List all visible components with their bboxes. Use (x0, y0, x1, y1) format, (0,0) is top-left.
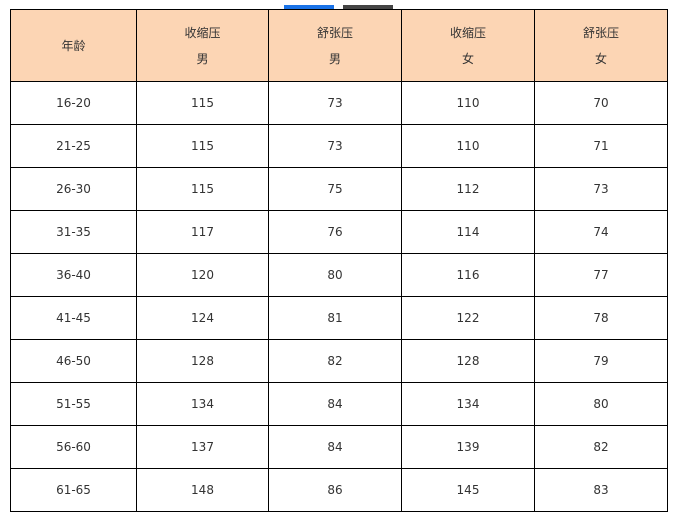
column-header: 舒张压男 (268, 9, 402, 82)
header-label: 舒张压 (582, 25, 619, 40)
table-cell: 77 (534, 253, 668, 297)
table-row: 21-25 115 73 110 71 (10, 124, 668, 168)
table-cell: 51-55 (10, 382, 137, 426)
table-cell: 56-60 (10, 425, 137, 469)
table-row: 46-50 128 82 128 79 (10, 339, 668, 383)
table-cell: 76 (268, 210, 402, 254)
table-cell: 36-40 (10, 253, 137, 297)
header-gender: 男 (328, 51, 341, 66)
table-row: 16-20 115 73 110 70 (10, 81, 668, 125)
table-cell: 112 (401, 167, 535, 211)
table-cell: 83 (534, 468, 668, 512)
table-row: 41-45 124 81 122 78 (10, 296, 668, 340)
table-cell: 73 (534, 167, 668, 211)
table-cell: 80 (534, 382, 668, 426)
table-cell: 84 (268, 382, 402, 426)
table-cell: 134 (401, 382, 535, 426)
table-row: 36-40 120 80 116 77 (10, 253, 668, 297)
column-header: 舒张压女 (534, 9, 668, 82)
table-cell: 117 (136, 210, 269, 254)
column-header: 收缩压男 (136, 9, 269, 82)
table-cell: 115 (136, 81, 269, 125)
table-cell: 86 (268, 468, 402, 512)
table-cell: 73 (268, 124, 402, 168)
header-gender: 女 (461, 51, 474, 66)
carousel-indicator-active[interactable] (284, 5, 334, 9)
table-header-row: 年龄 收缩压男舒张压男收缩压女舒张压女 (10, 9, 668, 82)
blood-pressure-table: 年龄 收缩压男舒张压男收缩压女舒张压女 16-20 115 73 110 70 21-25 1… (10, 9, 668, 512)
table-cell: 82 (268, 339, 402, 383)
header-label: 年龄 (61, 38, 86, 53)
table-cell: 74 (534, 210, 668, 254)
table-cell: 82 (534, 425, 668, 469)
table-cell: 26-30 (10, 167, 137, 211)
header-label: 舒张压 (316, 25, 353, 40)
header-gender: 女 (594, 51, 607, 66)
table-cell: 110 (401, 124, 535, 168)
table-cell: 116 (401, 253, 535, 297)
table-cell: 122 (401, 296, 535, 340)
table-cell: 145 (401, 468, 535, 512)
table-cell: 78 (534, 296, 668, 340)
table-cell: 80 (268, 253, 402, 297)
table-cell: 73 (268, 81, 402, 125)
header-gender: 男 (196, 51, 209, 66)
table-cell: 128 (401, 339, 535, 383)
table-row: 61-65 148 86 145 83 (10, 468, 668, 512)
table-cell: 46-50 (10, 339, 137, 383)
table-row: 31-35 117 76 114 74 (10, 210, 668, 254)
table-cell: 114 (401, 210, 535, 254)
table-cell: 71 (534, 124, 668, 168)
table-cell: 148 (136, 468, 269, 512)
table-cell: 139 (401, 425, 535, 469)
table-cell: 61-65 (10, 468, 137, 512)
table-cell: 84 (268, 425, 402, 469)
table-row: 56-60 137 84 139 82 (10, 425, 668, 469)
table-cell: 81 (268, 296, 402, 340)
header-label: 收缩压 (184, 25, 221, 40)
table-row: 51-55 134 84 134 80 (10, 382, 668, 426)
table-cell: 134 (136, 382, 269, 426)
table-cell: 124 (136, 296, 269, 340)
table-cell: 41-45 (10, 296, 137, 340)
table-cell: 16-20 (10, 81, 137, 125)
column-header: 收缩压女 (401, 9, 535, 82)
table-cell: 21-25 (10, 124, 137, 168)
table-cell: 79 (534, 339, 668, 383)
carousel-indicator[interactable] (343, 5, 393, 9)
table-cell: 115 (136, 167, 269, 211)
column-header: 年龄 (10, 9, 137, 82)
table-cell: 31-35 (10, 210, 137, 254)
table-row: 26-30 115 75 112 73 (10, 167, 668, 211)
table-cell: 115 (136, 124, 269, 168)
table-cell: 70 (534, 81, 668, 125)
header-label: 收缩压 (449, 25, 486, 40)
table-cell: 110 (401, 81, 535, 125)
table-cell: 75 (268, 167, 402, 211)
table-cell: 120 (136, 253, 269, 297)
table-cell: 137 (136, 425, 269, 469)
table-cell: 128 (136, 339, 269, 383)
